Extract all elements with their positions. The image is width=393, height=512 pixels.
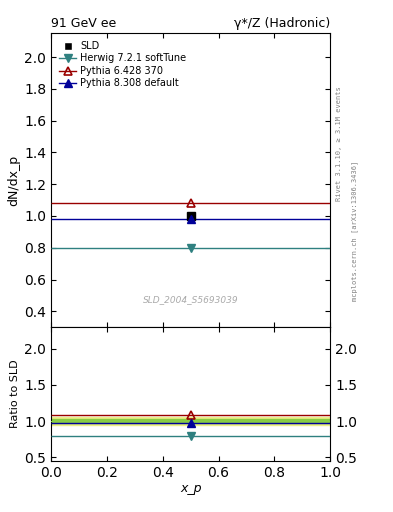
Y-axis label: dN/dx_p: dN/dx_p [7,155,20,206]
Bar [51,417,330,425]
Text: SLD_2004_S5693039: SLD_2004_S5693039 [143,295,239,304]
Text: γ*/Z (Hadronic): γ*/Z (Hadronic) [234,17,330,30]
Text: mcplots.cern.ch [arXiv:1306.3436]: mcplots.cern.ch [arXiv:1306.3436] [352,160,358,301]
Text: 91 GeV ee: 91 GeV ee [51,17,116,30]
Bar [51,419,330,423]
Text: Rivet 3.1.10, ≥ 3.1M events: Rivet 3.1.10, ≥ 3.1M events [336,86,342,201]
Y-axis label: Ratio to SLD: Ratio to SLD [10,360,20,429]
Legend: SLD, Herwig 7.2.1 softTune, Pythia 6.428 370, Pythia 8.308 default: SLD, Herwig 7.2.1 softTune, Pythia 6.428… [56,38,189,91]
X-axis label: x_p: x_p [180,482,201,496]
